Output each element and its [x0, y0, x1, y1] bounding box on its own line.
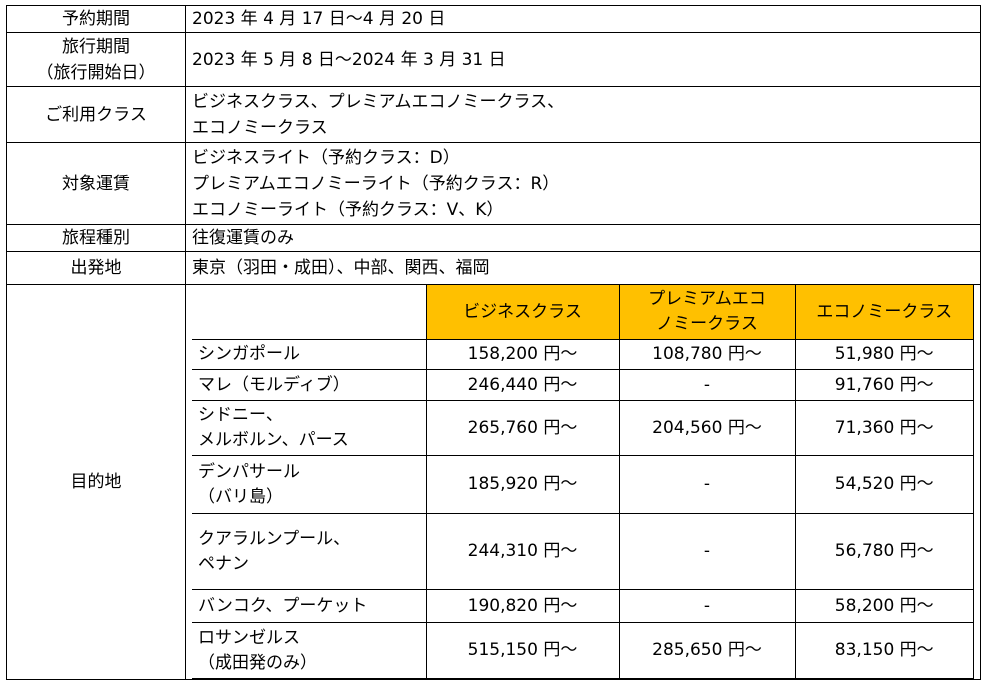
price-premium-economy: 285,650 円～ [618, 622, 796, 679]
label-itinerary: 旅程種別 [6, 224, 186, 252]
value-itinerary: 往復運賃のみ [185, 224, 981, 252]
city-line: シドニー、 [198, 405, 283, 425]
label-travel-period: 旅行期間 （旅行開始日） [6, 32, 186, 87]
city-line: ロサンゼルス [198, 627, 300, 648]
price-premium-economy: - [618, 513, 796, 590]
price-economy: 71,360 円～ [794, 400, 974, 456]
price-economy: 83,150 円～ [794, 622, 974, 679]
row-booking-period: 予約期間 2023 年 4 月 17 日～4 月 20 日 [6, 5, 981, 33]
destination-city: バンコク、プーケット [192, 589, 427, 623]
price-business: 190,820 円～ [425, 589, 620, 623]
table-row: バンコク、プーケット 190,820 円～ - 58,200 円～ [192, 589, 974, 623]
destination-city: クアラルンプール、 ペナン [192, 513, 427, 590]
row-travel-period: 旅行期間 （旅行開始日） 2023 年 5 月 8 日～2024 年 3 月 3… [6, 32, 981, 87]
value-line: ビジネスライト（予約クラス：D） [192, 147, 460, 168]
row-itinerary: 旅程種別 往復運賃のみ [6, 224, 981, 252]
price-economy: 51,980 円～ [794, 339, 974, 370]
fare-table-header: ビジネスクラス プレミアムエコ ノミークラス エコノミークラス [192, 285, 974, 340]
table-row: マレ（モルディブ） 246,440 円～ - 91,760 円～ [192, 369, 974, 401]
destination-city: ロサンゼルス （成田発のみ） [192, 622, 427, 679]
destination-city: マレ（モルディブ） [192, 369, 427, 401]
label-classes: ご利用クラス [6, 86, 186, 143]
value-fares: ビジネスライト（予約クラス：D） プレミアムエコノミーライト（予約クラス：R） … [185, 142, 981, 225]
price-premium-economy: - [618, 589, 796, 623]
header-blank-cell [192, 285, 427, 340]
value-line: ビジネスクラス、プレミアムエコノミークラス、 [192, 91, 565, 112]
value-departure: 東京（羽田・成田）、中部、関西、福岡 [185, 251, 981, 285]
label-booking-period: 予約期間 [6, 5, 186, 33]
row-fares: 対象運賃 ビジネスライト（予約クラス：D） プレミアムエコノミーライト（予約クラ… [6, 142, 981, 225]
header-business: ビジネスクラス [425, 285, 620, 340]
destination-city: シンガポール [192, 339, 427, 370]
campaign-conditions-table: 予約期間 2023 年 4 月 17 日～4 月 20 日 旅行期間 （旅行開始… [6, 5, 981, 680]
price-economy: 56,780 円～ [794, 513, 974, 590]
row-destination: 目的地 ビジネスクラス プレミアムエコ ノミークラス エコノミークラス [6, 284, 981, 680]
table-row: クアラルンプール、 ペナン 244,310 円～ - 56,780 円～ [192, 513, 974, 590]
value-line: プレミアムエコノミーライト（予約クラス：R） [192, 173, 560, 194]
value-classes: ビジネスクラス、プレミアムエコノミークラス、 エコノミークラス [185, 86, 981, 143]
fare-table: ビジネスクラス プレミアムエコ ノミークラス エコノミークラス シンガポール 1… [192, 285, 974, 679]
header-premium-economy: プレミアムエコ ノミークラス [618, 285, 796, 340]
value-travel-period: 2023 年 5 月 8 日～2024 年 3 月 31 日 [185, 32, 981, 87]
destination-city: シドニー、 メルボルン、パース [192, 400, 427, 456]
price-premium-economy: 204,560 円～ [618, 400, 796, 456]
city-line: ペナン [198, 553, 249, 574]
price-premium-economy: 108,780 円～ [618, 339, 796, 370]
price-premium-economy: - [618, 369, 796, 401]
destination-city: デンパサール （バリ島） [192, 455, 427, 514]
header-economy: エコノミークラス [794, 285, 974, 340]
label-departure: 出発地 [6, 251, 186, 285]
city-line: メルボルン、パース [198, 430, 349, 450]
fare-campaign-document: 予約期間 2023 年 4 月 17 日～4 月 20 日 旅行期間 （旅行開始… [6, 5, 981, 689]
table-row: シドニー、 メルボルン、パース 265,760 円～ 204,560 円～ 71… [192, 400, 974, 456]
header-line: ノミークラス [656, 314, 758, 334]
price-business: 265,760 円～ [425, 400, 620, 456]
label-line: 旅行期間 [62, 36, 130, 57]
city-line: （成田発のみ） [198, 652, 317, 673]
price-business: 246,440 円～ [425, 369, 620, 401]
table-row: シンガポール 158,200 円～ 108,780 円～ 51,980 円～ [192, 339, 974, 370]
value-booking-period: 2023 年 4 月 17 日～4 月 20 日 [185, 5, 981, 33]
label-destination: 目的地 [6, 284, 186, 680]
city-line: デンパサール [198, 461, 300, 482]
price-economy: 54,520 円～ [794, 455, 974, 514]
label-line: （旅行開始日） [36, 62, 156, 83]
table-row: デンパサール （バリ島） 185,920 円～ - 54,520 円～ [192, 455, 974, 514]
row-departure: 出発地 東京（羽田・成田）、中部、関西、福岡 [6, 251, 981, 285]
city-line: クアラルンプール、 [198, 528, 351, 549]
table-row: ロサンゼルス （成田発のみ） 515,150 円～ 285,650 円～ 83,… [192, 622, 974, 679]
value-line: エコノミーライト（予約クラス：V、K） [192, 199, 504, 220]
value-line: エコノミークラス [192, 117, 328, 138]
city-line: （バリ島） [198, 486, 283, 507]
label-fares: 対象運賃 [6, 142, 186, 225]
price-premium-economy: - [618, 455, 796, 514]
price-business: 515,150 円～ [425, 622, 620, 679]
price-business: 185,920 円～ [425, 455, 620, 514]
price-business: 158,200 円～ [425, 339, 620, 370]
price-business: 244,310 円～ [425, 513, 620, 590]
price-economy: 91,760 円～ [794, 369, 974, 401]
header-line: プレミアムエコ [648, 289, 766, 309]
destination-fare-cell: ビジネスクラス プレミアムエコ ノミークラス エコノミークラス シンガポール 1… [185, 284, 981, 680]
price-economy: 58,200 円～ [794, 589, 974, 623]
row-classes: ご利用クラス ビジネスクラス、プレミアムエコノミークラス、 エコノミークラス [6, 86, 981, 143]
